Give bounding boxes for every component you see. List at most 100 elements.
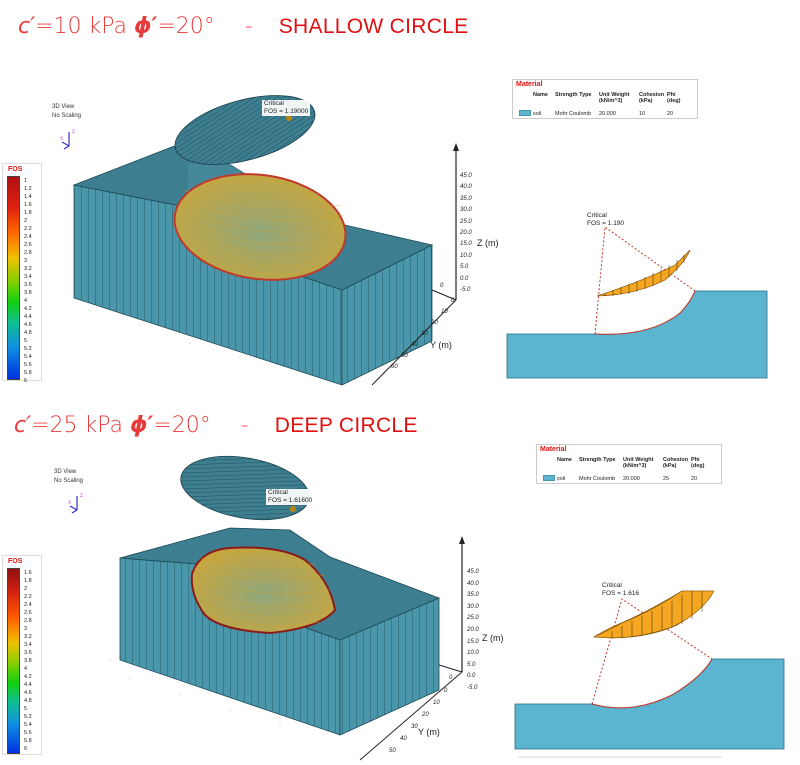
y-tick: 30: [411, 724, 418, 730]
axes-triad-icon: z x: [60, 129, 75, 150]
z-tick: 15.0: [467, 638, 479, 645]
header-cohesion: Cohesion (kPa): [663, 457, 689, 469]
legend-tick: 1.8: [24, 578, 32, 584]
legend-tick: 2.8: [24, 250, 32, 256]
phi-value: =20°: [153, 413, 211, 438]
y-tick: 60: [391, 364, 398, 370]
y-axis-title: Y (m): [418, 727, 440, 737]
y-tick: 10: [433, 700, 440, 706]
2d-section-view: [514, 590, 785, 758]
legend-tick: 5.8: [24, 738, 32, 744]
legend-tick: 1: [24, 178, 28, 184]
cell-unit-weight: 20.000: [623, 476, 640, 482]
z-axis-title: Z (m): [477, 238, 499, 248]
fos-legend: FOS 1.6 1.8 2 2.2 2.4 2.6 2.8 3 3.2 3.4 3.6 3.8 4 4.2…: [2, 555, 42, 755]
axes-triad-icon: z x: [68, 493, 83, 514]
critical-line: Critical: [268, 489, 288, 496]
header-strength-type: Strength Type: [555, 92, 592, 98]
legend-tick: 3.6: [24, 650, 32, 656]
legend-tick: 2.6: [24, 242, 32, 248]
scaling-label-line: No Scaling: [54, 478, 84, 484]
material-title: Material: [540, 446, 567, 453]
legend-tick: 6: [24, 746, 28, 752]
separator: -: [244, 14, 253, 39]
critical-2d-label: Critical FOS = 1.616: [600, 582, 641, 598]
y-tick: 10: [441, 309, 448, 315]
header-unit-weight: Unit Weight (kN/m^3): [599, 92, 630, 104]
legend-tick: 3.2: [24, 266, 32, 272]
z-axis-ticks: 45.0 40.0 35.0 30.0 25.0 20.0 15.0 10.0 5.0 0.0 -5…: [460, 171, 472, 296]
legend-tick: 2.2: [24, 226, 32, 232]
cell-strength-type: Mohr Coulomb: [555, 111, 592, 117]
z-tick: 10.0: [467, 650, 479, 657]
material-table: Material Name Strength Type Unit Weight …: [512, 79, 698, 119]
legend-tick: 2: [24, 218, 28, 224]
legend-tick: 5.2: [24, 346, 32, 352]
legend-tick: 2: [24, 586, 28, 592]
critical-line: Critical: [587, 212, 607, 219]
y-tick: 30: [421, 331, 428, 337]
header-phi: Phi (deg): [667, 92, 681, 104]
svg-text:z: z: [72, 129, 75, 135]
view-mode-label: 3D View No Scaling: [52, 103, 81, 121]
panel-heading: c′=25 kPa ϕ′=20° - DEEP CIRCLE: [14, 413, 418, 438]
header-phi: Phi (deg): [691, 457, 705, 469]
legend-tick: 4.2: [24, 674, 32, 680]
z-tick: 30.0: [460, 207, 472, 214]
critical-line: Critical: [264, 100, 284, 107]
y-tick: 40: [400, 736, 407, 742]
critical-3d-label: Critical FOS = 1.61600: [266, 489, 315, 505]
critical-2d-label: Critical FOS = 1.190: [585, 212, 626, 228]
legend-tick: 3.4: [24, 642, 32, 648]
cell-unit-weight: 20.000: [599, 111, 616, 117]
z-tick: 30.0: [467, 603, 479, 610]
3d-slope-model: [72, 95, 459, 386]
z-tick: 15.0: [460, 241, 472, 248]
header-unit-weight: Unit Weight (kN/m^3): [623, 457, 654, 469]
material-table: Material Name Strength Type Unit Weight …: [536, 444, 722, 484]
z-tick: 40.0: [467, 580, 479, 587]
cell-strength-type: Mohr Coulomb: [579, 476, 616, 482]
legend-tick: 5.6: [24, 730, 32, 736]
legend-tick: 2.8: [24, 618, 32, 624]
z-tick: 0.0: [467, 673, 476, 680]
legend-tick: 5: [24, 706, 28, 712]
z-tick: 45.0: [460, 173, 472, 179]
legend-tick: 5.2: [24, 714, 32, 720]
y-tick: 50: [401, 353, 408, 359]
legend-tick: 2.2: [24, 594, 32, 600]
z-tick: 5.0: [467, 661, 476, 668]
circle-type-label: DEEP CIRCLE: [274, 414, 418, 437]
phi-symbol: ϕ′: [130, 413, 154, 438]
header-name: Name: [557, 457, 572, 463]
material-row: soil Mohr Coulomb 20.000 10 20: [513, 110, 687, 118]
separator: -: [240, 413, 249, 438]
z-axis-origin: 0: [440, 283, 444, 289]
z-tick: 20.0: [467, 626, 479, 633]
cell-cohesion: 10: [639, 111, 646, 117]
legend-ticks: 1.6 1.8 2 2.2 2.4 2.6 2.8 3 3.2 3.4 3.6 3.8 4 4.2 4.4 4…: [24, 569, 32, 753]
header-strength-type: Strength Type: [579, 457, 616, 463]
legend-tick: 3: [24, 626, 28, 632]
fos-value: FOS = 1.616: [602, 590, 640, 597]
legend-tick: 4: [24, 666, 28, 672]
legend-tick: 4: [24, 298, 28, 304]
svg-text:x: x: [60, 136, 63, 142]
phi-symbol: ϕ′: [134, 14, 158, 39]
legend-title: FOS: [8, 166, 23, 173]
view-label-line: 3D View: [54, 469, 77, 475]
z-tick: 25.0: [460, 218, 472, 225]
legend-tick: 5.6: [24, 362, 32, 368]
y-tick: 0: [444, 688, 448, 694]
legend-tick: 1.8: [24, 210, 32, 216]
legend-title: FOS: [8, 558, 23, 565]
critical-3d-label: Critical FOS = 1.19000: [262, 100, 311, 116]
legend-tick: 4.4: [24, 682, 32, 688]
legend-tick: 5.8: [24, 370, 32, 376]
phi-value: =20°: [157, 14, 215, 39]
z-tick: 0.0: [460, 275, 469, 282]
z-tick: -5.0: [460, 287, 471, 294]
circle-type-label: SHALLOW CIRCLE: [278, 15, 469, 38]
legend-ticks: 1 1.2 1.4 1.6 1.8 2 2.2 2.4 2.6 2.8 3 3.2 3.4 3.6 3.8 4…: [24, 177, 32, 385]
svg-text:z: z: [80, 493, 83, 499]
